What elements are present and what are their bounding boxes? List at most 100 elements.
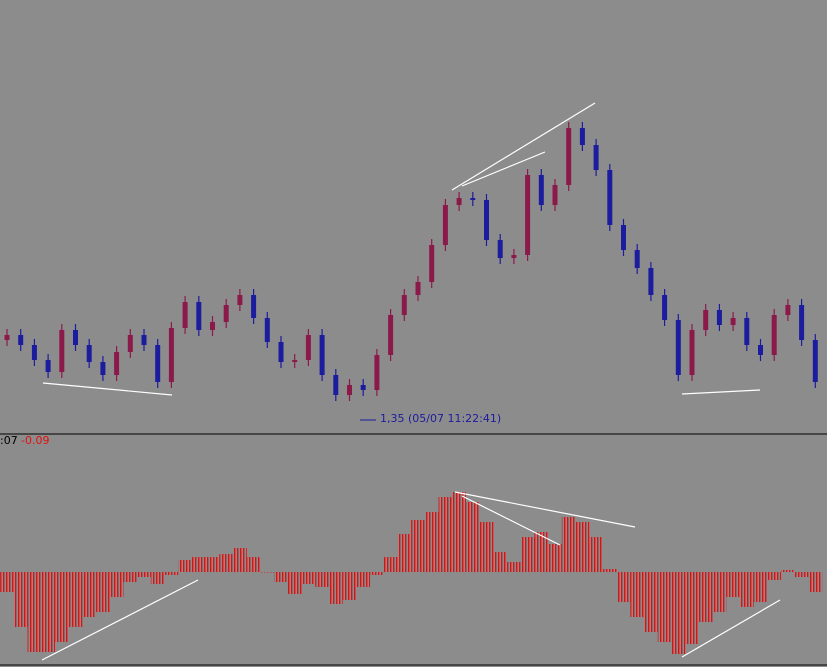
trend-line: [454, 491, 636, 528]
oscillator-bar: [753, 572, 768, 602]
candle-body: [812, 340, 818, 382]
candle-body: [251, 295, 257, 318]
candle-body: [374, 355, 380, 390]
oscillator-bar: [726, 572, 740, 597]
oscillator-bar: [123, 572, 138, 582]
oscillator-bar: [575, 522, 590, 572]
candle-body: [45, 360, 51, 372]
oscillator-bar: [397, 534, 412, 572]
candle-body: [538, 175, 544, 205]
oscillator-bar: [671, 572, 686, 654]
candle-body: [73, 330, 78, 345]
candle-body: [634, 250, 640, 268]
oscillator-bar: [150, 572, 165, 584]
candle-body: [662, 295, 668, 320]
candle-body: [511, 255, 517, 258]
oscillator-bar: [164, 572, 179, 575]
candle-body: [223, 305, 229, 322]
oscillator-bar: [233, 548, 247, 572]
oscillator-bar: [205, 557, 220, 572]
trend-line: [461, 495, 561, 546]
candle-body: [196, 302, 202, 330]
candle-body: [566, 128, 572, 185]
candle-body: [401, 295, 407, 315]
candle-body: [771, 315, 777, 355]
oscillator-bar: [315, 572, 329, 587]
low-annotation: 1,35 (05/07 11:22:41): [380, 412, 501, 425]
oscillator-bar: [712, 572, 727, 612]
oscillator-bar: [41, 572, 55, 652]
candle-body: [127, 335, 133, 352]
candle-body: [264, 318, 270, 342]
candle-body: [347, 385, 352, 395]
candle-body: [114, 352, 120, 375]
oscillator-bar: [698, 572, 713, 622]
candle-body: [785, 305, 791, 315]
candle-body: [442, 205, 448, 245]
candle-body: [799, 305, 805, 340]
oscillator-bar: [520, 537, 535, 572]
oscillator-bar: [287, 572, 302, 594]
oscillator-bar: [260, 572, 275, 573]
oscillator-bar: [493, 552, 508, 572]
oscillator-bar: [68, 572, 83, 627]
oscillator-bar: [328, 572, 343, 604]
oscillator-bar: [82, 572, 97, 617]
candle-body: [648, 268, 654, 295]
oscillator-bar: [301, 572, 316, 584]
candle-body: [182, 302, 188, 328]
candle-body: [59, 330, 65, 372]
oscillator-bar: [507, 562, 521, 572]
candle-body: [278, 342, 284, 362]
trend-line: [461, 151, 546, 187]
candle-body: [730, 318, 736, 325]
price-panel: [4, 122, 818, 401]
oscillator-bar: [794, 572, 809, 577]
oscillator-bar: [534, 532, 549, 572]
candle-body: [456, 198, 462, 205]
oscillator-bar: [96, 572, 110, 612]
oscillator-bar: [767, 572, 782, 580]
trend-line: [681, 389, 761, 395]
candle-body: [18, 335, 24, 345]
candle-body: [141, 335, 147, 345]
oscillator-bar: [438, 497, 453, 572]
candle-body: [305, 335, 311, 360]
trend-line: [681, 599, 781, 658]
oscillator-bar: [685, 572, 699, 644]
candle-body: [607, 170, 613, 225]
candle-body: [621, 225, 626, 250]
oscillator-bar: [383, 557, 398, 572]
oscillator-bar: [274, 572, 288, 582]
candle-body: [292, 360, 298, 362]
candle-body: [716, 310, 722, 325]
indicator-value: -0.09: [21, 434, 49, 447]
oscillator-bar: [739, 572, 754, 607]
oscillator-bar: [424, 512, 439, 572]
candle-body: [689, 330, 695, 375]
candle-body: [470, 198, 476, 200]
oscillator-bar: [246, 557, 261, 572]
oscillator-bar: [616, 572, 631, 602]
candle-body: [525, 175, 531, 255]
candle-body: [237, 295, 243, 305]
candle-body: [210, 322, 215, 330]
oscillator-bar: [137, 572, 151, 577]
candle-body: [484, 200, 489, 240]
candle-body: [360, 385, 366, 390]
oscillator-bar: [411, 520, 425, 572]
oscillator-bar: [54, 572, 69, 642]
candle-body: [497, 240, 503, 258]
candle-body: [319, 335, 325, 375]
oscillator-bar: [342, 572, 357, 600]
oscillator-bar: [109, 572, 124, 597]
oscillator-panel: [0, 492, 823, 654]
oscillator-bar: [178, 560, 192, 572]
oscillator-bar: [370, 572, 384, 575]
oscillator-bar: [27, 572, 42, 652]
oscillator-bar: [356, 572, 371, 587]
candle-body: [552, 185, 558, 205]
oscillator-bar: [465, 502, 480, 572]
candle-body: [333, 375, 339, 395]
